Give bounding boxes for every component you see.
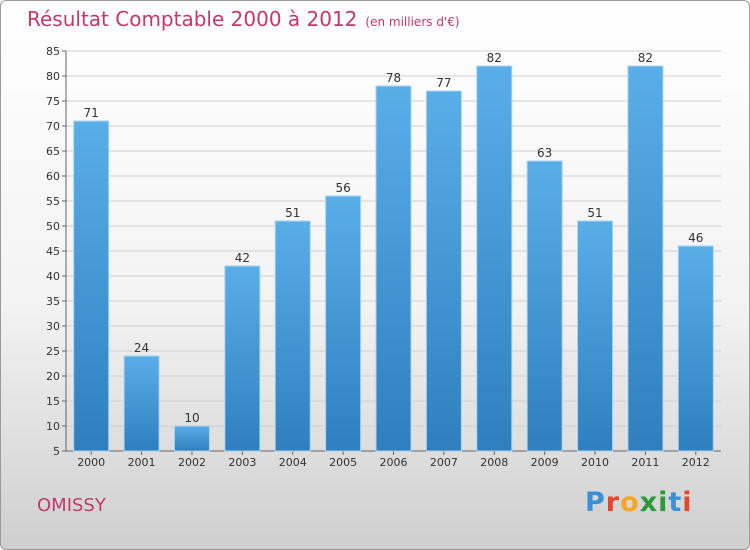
bar-2003 xyxy=(224,265,261,452)
y-tick-label: 60 xyxy=(46,170,60,183)
bar-2001 xyxy=(123,355,160,452)
axes: 5 10 15 20 25 30 35 40 45 50 55 60 65 70 75 80 85 2000 200… xyxy=(46,45,721,469)
bar-2009 xyxy=(526,160,563,452)
y-tick-label: 40 xyxy=(46,270,60,283)
y-tick-label: 55 xyxy=(46,195,60,208)
logo-letter: t xyxy=(668,487,683,518)
data-label-2001: 24 xyxy=(134,341,149,355)
data-label-2007: 77 xyxy=(436,76,451,90)
x-tick-label-2000: 2000 xyxy=(77,456,105,469)
logo-letter: x xyxy=(639,487,659,518)
chart-title: Résultat Comptable 2000 à 2012 (en millie… xyxy=(27,7,460,31)
x-tick-label-2011: 2011 xyxy=(631,456,659,469)
y-tick-label: 50 xyxy=(46,220,60,233)
x-tick-label-2009: 2009 xyxy=(531,456,559,469)
bar-2012 xyxy=(677,245,714,452)
x-tick-label-2004: 2004 xyxy=(279,456,307,469)
y-tick-label: 80 xyxy=(46,70,60,83)
bar-2002 xyxy=(173,425,210,452)
data-label-2000: 71 xyxy=(84,106,99,120)
x-tick-label-2012: 2012 xyxy=(682,456,710,469)
bar-2010 xyxy=(577,220,614,452)
y-tick-label: 5 xyxy=(53,445,60,458)
logo-letter: P xyxy=(585,487,606,518)
data-labels: 71 24 10 42 51 56 78 77 82 63 51 82 46 xyxy=(84,51,704,425)
x-tick-label-2003: 2003 xyxy=(228,456,256,469)
y-tick-label: 45 xyxy=(46,245,60,258)
bar-2005 xyxy=(325,195,362,452)
x-tick-label-2010: 2010 xyxy=(581,456,609,469)
bar-2011 xyxy=(627,65,664,452)
y-tick-label: 10 xyxy=(46,420,60,433)
bars xyxy=(73,65,714,452)
x-tick-label-2002: 2002 xyxy=(178,456,206,469)
y-tick-label: 15 xyxy=(46,395,60,408)
logo-letter: r xyxy=(605,487,621,518)
logo-letter: i xyxy=(658,487,669,518)
chart-title-text: Résultat Comptable 2000 à 2012 xyxy=(27,7,358,31)
data-label-2004: 51 xyxy=(285,206,300,220)
y-tick-label: 20 xyxy=(46,370,60,383)
logo-letter: i xyxy=(682,487,693,518)
data-label-2003: 42 xyxy=(235,251,250,265)
y-tick-label: 85 xyxy=(46,45,60,58)
x-tick-label-2005: 2005 xyxy=(329,456,357,469)
data-label-2005: 56 xyxy=(335,181,350,195)
y-tick-label: 25 xyxy=(46,345,60,358)
y-tick-label: 30 xyxy=(46,320,60,333)
x-tick-label-2008: 2008 xyxy=(480,456,508,469)
bar-2007 xyxy=(425,90,462,452)
data-label-2008: 82 xyxy=(487,51,502,65)
data-label-2012: 46 xyxy=(688,231,703,245)
y-tick-label: 75 xyxy=(46,95,60,108)
data-label-2006: 78 xyxy=(386,71,401,85)
logo-letter: o xyxy=(620,487,640,518)
data-label-2002: 10 xyxy=(184,411,199,425)
y-tick-label: 70 xyxy=(46,120,60,133)
bar-2004 xyxy=(274,220,311,452)
x-tick-label-2007: 2007 xyxy=(430,456,458,469)
x-tick-label-2006: 2006 xyxy=(380,456,408,469)
data-label-2011: 82 xyxy=(638,51,653,65)
data-label-2010: 51 xyxy=(587,206,602,220)
y-tick-label: 65 xyxy=(46,145,60,158)
bar-2000 xyxy=(73,120,110,452)
proxiti-logo: Proxiti xyxy=(585,487,693,518)
x-tick-label-2001: 2001 xyxy=(128,456,156,469)
data-label-2009: 63 xyxy=(537,146,552,160)
y-tick-label: 35 xyxy=(46,295,60,308)
bar-2006 xyxy=(375,85,412,452)
commune-name: OMISSY xyxy=(37,495,106,516)
bar-2008 xyxy=(476,65,513,452)
chart-subtitle: (en milliers d'€) xyxy=(365,15,460,29)
